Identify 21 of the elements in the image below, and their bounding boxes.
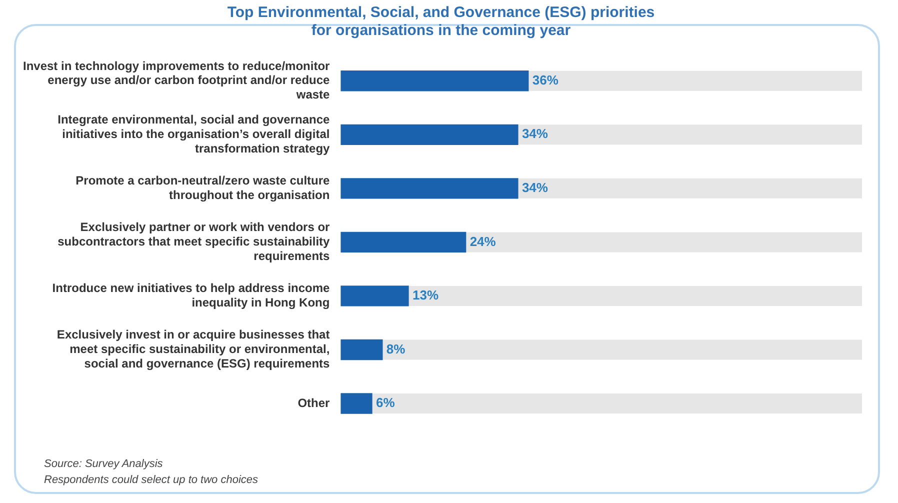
source-note: Source: Survey Analysis	[44, 457, 164, 472]
y-tick-label: Exclusively partner or work with vendors or subcontractors that meet specific sustainability requirements	[58, 220, 330, 263]
data-label: 13%	[412, 288, 439, 303]
y-tick-label: Introduce new initiatives to help address income inequality in Hong Kong	[52, 281, 330, 310]
bar	[340, 286, 409, 306]
bar	[340, 393, 372, 414]
y-tick-label: Other	[298, 396, 330, 410]
data-label: 24%	[470, 234, 496, 249]
text: Respondents could select up to two choices	[44, 473, 258, 488]
y-tick-label: Promote a carbon-neutral/zero waste culture throughout the organisation	[76, 174, 330, 202]
bar	[340, 232, 466, 253]
y-tick-label: Integrate environmental, social and governance initiatives into the organisation’s overall digital transformation strategy	[58, 112, 330, 156]
data-label: 6%	[376, 395, 396, 410]
data-label: 34%	[522, 126, 548, 142]
bar	[340, 339, 383, 360]
data-label: 8%	[386, 341, 406, 356]
y-tick-label: Exclusively invest in or acquire businesses that meet specific sustainability or environmental, social and governance (ESG) requirements	[56, 328, 330, 370]
chart-title: Top Environmental, Social, and Governance (ESG) priorities for organisations in the coming year	[227, 4, 655, 40]
y-tick-label: Invest in technology improvements to reduce/monitor energy use and/or carbon footprint and/or reduce waste	[22, 58, 330, 102]
data-label: 36%	[532, 72, 559, 88]
data-label: 34%	[522, 180, 548, 196]
